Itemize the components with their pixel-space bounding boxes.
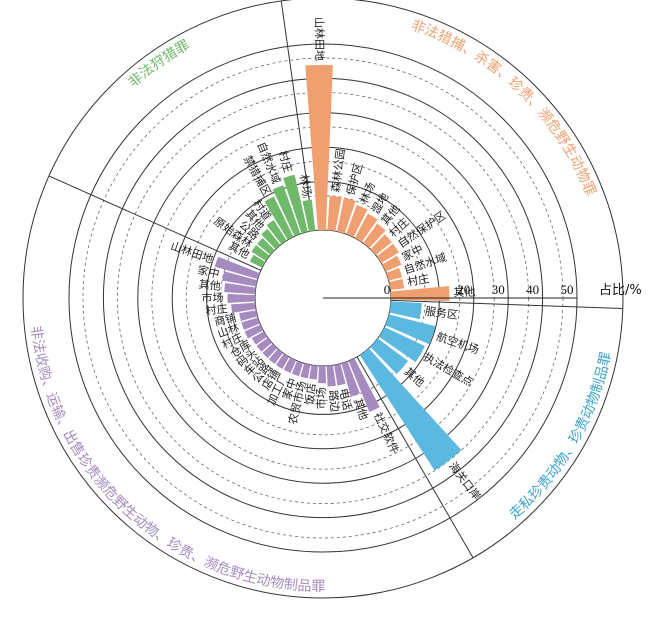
bar xyxy=(283,357,296,374)
bar-label: 市场 xyxy=(314,387,328,409)
group-divider-line xyxy=(390,299,623,309)
radial-axis: 0 20 30 40 50 占比/% xyxy=(323,282,642,299)
bar xyxy=(251,331,268,345)
bar-label: 村庄 xyxy=(406,271,430,289)
bar xyxy=(272,185,301,237)
radial-tick-label: 0 xyxy=(384,282,391,297)
group-divider-line xyxy=(356,356,474,559)
radial-tick-label: 40 xyxy=(526,282,539,297)
bar xyxy=(264,196,294,240)
bar xyxy=(370,338,409,375)
bar xyxy=(256,337,272,352)
bar-label: 其他 xyxy=(402,365,427,389)
bar xyxy=(231,302,256,313)
unit-label: 占比/% xyxy=(599,283,642,298)
bar-label: 路边 xyxy=(326,389,341,412)
bar xyxy=(341,361,360,397)
bar-label: 商铺 xyxy=(213,310,238,329)
bar-label: 林场 xyxy=(297,173,314,197)
bar xyxy=(376,243,399,263)
group-dividers xyxy=(48,0,623,559)
bar xyxy=(318,365,327,384)
bar xyxy=(261,228,281,250)
bar-label: 其他 xyxy=(198,278,221,293)
bar-label: 其他 xyxy=(453,286,475,300)
bar xyxy=(348,358,380,412)
bar xyxy=(262,343,278,359)
bar xyxy=(300,363,311,379)
bar xyxy=(251,245,270,262)
radial-tick-label: 30 xyxy=(492,282,505,297)
bar xyxy=(224,282,256,294)
group-title: 走私珍贵动物、珍贵动物制品罪 xyxy=(507,351,615,523)
bar xyxy=(214,256,260,280)
bar xyxy=(249,254,266,268)
bar xyxy=(359,348,462,471)
bar xyxy=(291,360,304,377)
bar xyxy=(241,317,260,330)
bar xyxy=(382,255,402,272)
bar xyxy=(363,223,386,249)
bar xyxy=(346,204,368,238)
bar-label: 山林 xyxy=(215,320,240,341)
bar xyxy=(302,199,316,232)
bar-label: 村庄 xyxy=(205,301,228,317)
bar xyxy=(389,278,405,291)
bar xyxy=(309,365,318,380)
bar xyxy=(370,234,392,256)
bar-label: 森林公园 xyxy=(328,148,347,193)
bar xyxy=(334,363,346,386)
bar xyxy=(257,237,275,255)
bar-label: 饭店 xyxy=(302,382,319,406)
outer-ring xyxy=(22,0,624,599)
bar-label: 电话 xyxy=(337,387,354,411)
bar-label: 山林田地 xyxy=(312,17,327,61)
bar xyxy=(354,213,378,243)
radial-tick-label: 50 xyxy=(561,282,574,297)
bar xyxy=(386,267,403,281)
bar-label: 航空机场 xyxy=(435,329,481,356)
bar xyxy=(283,174,308,234)
bar-label: 家中 xyxy=(196,262,221,280)
bar-label: 村庄 xyxy=(276,149,295,174)
bar xyxy=(275,353,290,369)
bar-label: 执法检查点 xyxy=(421,349,476,389)
bar xyxy=(390,286,450,301)
group-divider-line xyxy=(48,175,262,271)
bar xyxy=(336,197,356,234)
bar xyxy=(326,365,336,387)
bar xyxy=(305,64,333,231)
bar xyxy=(268,348,283,365)
bar-label: 山林田地 xyxy=(169,239,215,266)
bar xyxy=(385,314,436,345)
bar-label: 市场 xyxy=(201,290,223,304)
bar xyxy=(327,195,342,232)
bar xyxy=(239,310,258,322)
bar xyxy=(389,301,422,320)
bar-label: 社交软件 xyxy=(371,410,402,456)
bar xyxy=(222,271,258,287)
bars xyxy=(214,64,462,471)
bar xyxy=(378,327,425,363)
bar xyxy=(244,324,264,339)
bar xyxy=(266,220,287,245)
radial-tick-label: 20 xyxy=(457,282,470,297)
bar-label: 服务区 xyxy=(424,305,458,322)
bar xyxy=(227,294,256,303)
group-divider-line xyxy=(280,0,315,231)
